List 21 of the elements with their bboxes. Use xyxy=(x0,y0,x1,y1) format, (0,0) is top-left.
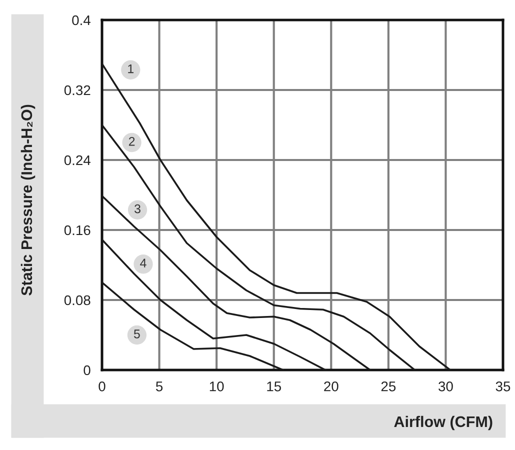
x-tick-label: 20 xyxy=(324,381,338,392)
y-tick-label: 0.24 xyxy=(64,155,90,166)
series-label: 2 xyxy=(128,137,135,146)
x-tick-label: 35 xyxy=(496,381,510,392)
x-tick-label: 5 xyxy=(156,382,163,392)
x-tick-label: 0 xyxy=(98,381,106,392)
y-tick-label: 0 xyxy=(84,365,90,376)
y-tick-label: 0.16 xyxy=(64,225,90,236)
x-tick-label: 15 xyxy=(267,382,281,392)
x-axis-title: Airflow (CFM) xyxy=(394,416,492,430)
y-tick-label: 0.08 xyxy=(64,295,90,306)
series-label: 1 xyxy=(128,64,134,74)
series-label: 4 xyxy=(140,258,146,268)
x-tick-label: 10 xyxy=(210,381,224,392)
y-tick-label: 0.4 xyxy=(72,15,90,26)
x-tick-label: 30 xyxy=(438,381,453,392)
series-label: 3 xyxy=(134,204,140,214)
x-tick-label: 25 xyxy=(381,381,396,392)
y-axis-title: Static Pressure (Inch-H₂O) xyxy=(20,104,36,296)
y-tick-label: 0.32 xyxy=(64,85,90,96)
series-label: 5 xyxy=(134,330,140,338)
